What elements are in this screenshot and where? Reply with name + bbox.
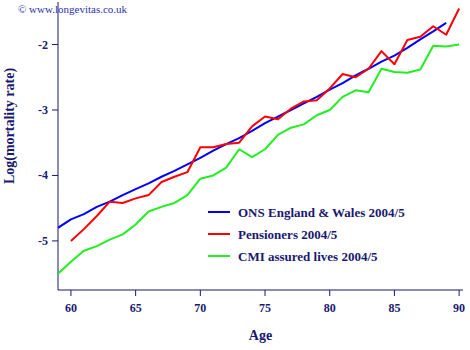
chart: 60 65 70 75 80 85 90 -5 -4 -3 -2 Age Log(mortality r… bbox=[0, 0, 470, 350]
x-tick-label: 90 bbox=[453, 301, 465, 315]
legend-label: Pensioners 2004/5 bbox=[238, 227, 338, 242]
series-line bbox=[58, 45, 459, 274]
y-tick bbox=[52, 110, 58, 111]
x-tick bbox=[70, 290, 71, 296]
legend-swatch bbox=[208, 233, 230, 235]
x-tick bbox=[200, 290, 201, 296]
x-axis-title: Age bbox=[249, 328, 272, 343]
y-tick-label: -4 bbox=[38, 168, 48, 182]
legend-swatch bbox=[208, 255, 230, 257]
legend-label: CMI assured lives 2004/5 bbox=[238, 249, 378, 264]
plot-area bbox=[58, 9, 459, 274]
x-tick bbox=[394, 290, 395, 296]
x-tick bbox=[329, 290, 330, 296]
source-note: © www.longevitas.co.uk bbox=[18, 3, 128, 15]
series-line bbox=[71, 9, 459, 241]
y-tick-label: -5 bbox=[38, 234, 48, 248]
x-tick bbox=[135, 290, 136, 296]
y-tick bbox=[52, 175, 58, 176]
y-tick-label: -3 bbox=[38, 103, 48, 117]
x-axis bbox=[58, 290, 463, 291]
x-tick-label: 85 bbox=[388, 301, 400, 315]
y-axis-title: Log(mortality rate) bbox=[2, 68, 18, 185]
y-tick bbox=[52, 44, 58, 45]
x-tick bbox=[459, 290, 460, 296]
x-tick-label: 75 bbox=[259, 301, 271, 315]
x-tick bbox=[265, 290, 266, 296]
x-tick-label: 80 bbox=[324, 301, 336, 315]
y-axis bbox=[58, 2, 59, 290]
y-tick bbox=[52, 240, 58, 241]
legend-label: ONS England & Wales 2004/5 bbox=[238, 205, 405, 220]
x-tick-label: 65 bbox=[130, 301, 142, 315]
x-tick-label: 70 bbox=[194, 301, 206, 315]
legend-swatch bbox=[208, 211, 230, 213]
x-tick-label: 60 bbox=[65, 301, 77, 315]
y-tick-label: -2 bbox=[38, 38, 48, 52]
